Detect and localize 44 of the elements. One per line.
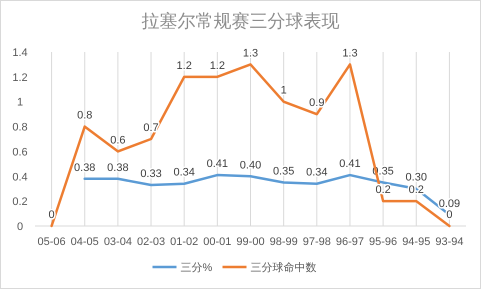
data-label: 0.34 xyxy=(306,166,328,179)
x-tick-label: 93-94 xyxy=(435,236,464,248)
data-label: 0.38 xyxy=(74,162,96,174)
y-tick-label: 0 xyxy=(16,221,24,233)
y-tick-label: 0.6 xyxy=(12,146,28,158)
legend-label: 三分球命中数 xyxy=(250,261,316,274)
y-tick-label: 1.2 xyxy=(12,72,28,84)
data-label: 1.3 xyxy=(242,47,258,60)
data-label: 0.35 xyxy=(272,166,294,178)
data-label: 0.40 xyxy=(240,159,262,172)
data-label: 0 xyxy=(48,209,55,221)
x-tick-label: 02-03 xyxy=(136,236,166,248)
y-tick-label: 1.4 xyxy=(12,47,28,59)
y-tick-label: 1 xyxy=(16,96,24,109)
data-label: 0.9 xyxy=(309,97,324,110)
data-label: 1.2 xyxy=(210,60,225,72)
data-label: 0.41 xyxy=(206,158,228,170)
x-tick-label: 95-96 xyxy=(369,236,398,248)
data-label: 1 xyxy=(280,84,287,97)
data-label: 0.6 xyxy=(110,134,126,146)
data-label: 0.34 xyxy=(173,166,195,179)
chart-title: 拉塞尔常规赛三分球表现 xyxy=(142,11,340,32)
y-tick-label: 0.2 xyxy=(12,196,28,208)
data-label: 1.2 xyxy=(176,60,192,72)
data-label: 0.33 xyxy=(140,168,162,180)
data-label: 1.3 xyxy=(342,47,358,60)
x-tick-label: 04-05 xyxy=(70,236,99,248)
x-tick-label: 00-01 xyxy=(203,236,232,248)
x-tick-label: 03-04 xyxy=(104,236,132,248)
data-label: 0.41 xyxy=(339,158,361,170)
x-tick-label: 97-98 xyxy=(302,236,331,248)
x-tick-label: 98-99 xyxy=(270,236,298,248)
y-tick-label: 0.8 xyxy=(12,122,28,134)
x-tick-label: 94-95 xyxy=(402,236,430,248)
data-label: 0.38 xyxy=(107,162,129,174)
data-label: 0.30 xyxy=(406,172,427,184)
legend-label: 三分% xyxy=(180,262,212,274)
x-tick-label: 01-02 xyxy=(170,236,198,248)
data-label: 0.8 xyxy=(77,110,92,122)
x-tick-label: 99-00 xyxy=(236,236,265,248)
x-tick-label: 05-06 xyxy=(38,236,66,248)
y-tick-label: 0.4 xyxy=(12,171,28,184)
data-label: 0.09 xyxy=(438,198,460,210)
x-tick-label: 96-97 xyxy=(336,236,364,248)
